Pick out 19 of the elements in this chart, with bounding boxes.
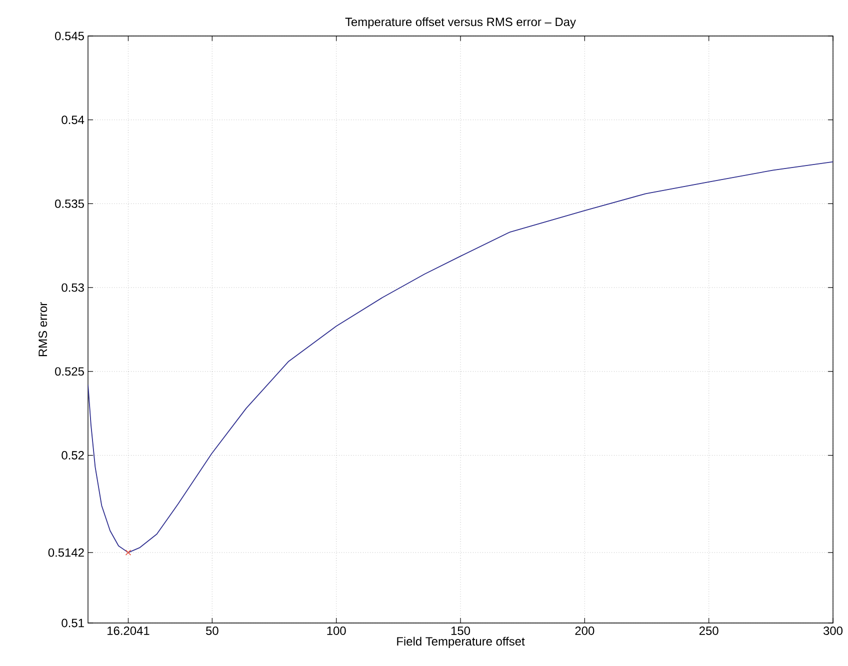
y-tick-label: 0.54 <box>62 116 84 124</box>
y-tick-label: 0.51 <box>62 618 84 628</box>
y-tick-label: 0.545 <box>55 32 84 40</box>
x-axis-title: Field Temperature offset <box>397 636 525 648</box>
y-tick-label: 0.5142 <box>48 548 84 557</box>
y-tick-label: 0.53 <box>62 283 84 292</box>
x-tick-label: 16.2041 <box>108 626 150 635</box>
x-tick-label: 100 <box>327 626 346 635</box>
y-tick-label: 0.535 <box>55 199 84 208</box>
y-tick-label: 0.525 <box>55 367 84 376</box>
x-tick-label: 150 <box>451 626 470 635</box>
x-tick-label: 250 <box>699 626 718 635</box>
y-axis-title: RMS error <box>38 302 48 356</box>
y-tick-label: 0.52 <box>62 451 84 460</box>
line-series <box>88 161 834 554</box>
x-tick-label: 50 <box>206 626 218 635</box>
chart-title: Temperature offset versus RMS error – Day <box>345 17 576 28</box>
x-tick-label: 300 <box>823 626 843 635</box>
x-tick-label: 200 <box>575 626 594 635</box>
